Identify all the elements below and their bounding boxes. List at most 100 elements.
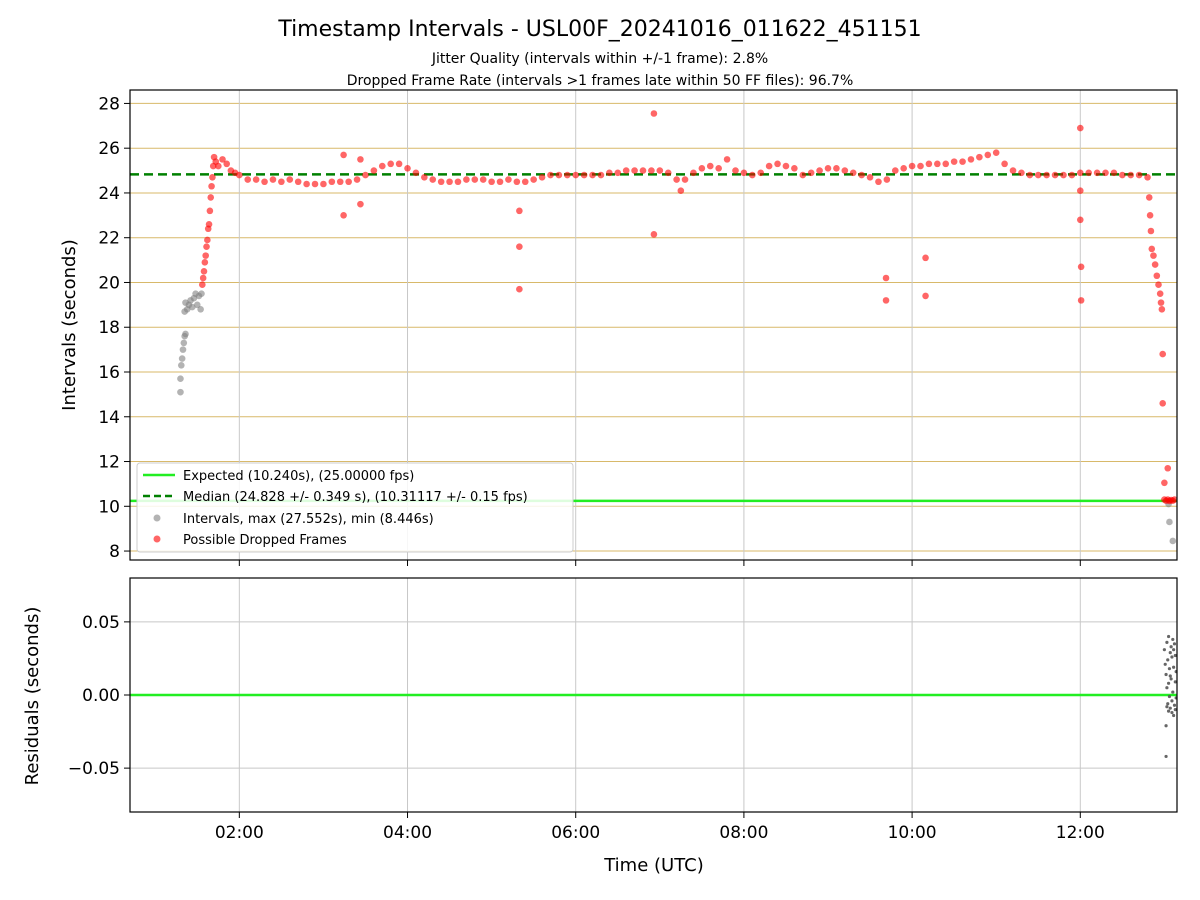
dropped-frame-point xyxy=(706,162,714,170)
dropped-frame-point xyxy=(294,178,302,186)
dropped-frame-point xyxy=(650,231,658,238)
dropped-frame-point xyxy=(580,171,588,179)
legend-dropped-swatch xyxy=(153,535,161,543)
dropped-frame-point xyxy=(1155,281,1162,289)
dropped-frame-point xyxy=(1068,171,1076,179)
dropped-frame-point xyxy=(516,285,523,293)
dropped-frame-point xyxy=(1147,227,1155,235)
dropped-frame-point xyxy=(774,160,781,168)
dropped-frame-point xyxy=(208,182,215,190)
plot-area xyxy=(130,110,1177,545)
residual-point xyxy=(1163,662,1167,666)
dropped-frame-point xyxy=(572,171,580,179)
plot-area xyxy=(130,634,1177,759)
y-tick-label: 8 xyxy=(109,542,120,562)
interval-point xyxy=(177,388,184,396)
dropped-frame-point xyxy=(201,259,209,266)
interval-point xyxy=(193,301,201,309)
residual-point xyxy=(1174,670,1177,674)
bottom-y-axis-label: Residuals (seconds) xyxy=(22,607,43,786)
dropped-frame-point xyxy=(589,171,596,179)
dropped-frame-point xyxy=(387,160,394,168)
dropped-frame-point xyxy=(631,167,638,174)
legend-box xyxy=(136,462,574,553)
residual-point xyxy=(1170,710,1174,715)
y-tick-label: 18 xyxy=(98,318,120,338)
residual-point xyxy=(1166,634,1171,639)
interval-point xyxy=(177,375,184,383)
dropped-frame-point xyxy=(922,254,929,262)
dropped-frame-point xyxy=(866,173,874,181)
dropped-frame-point xyxy=(353,176,361,183)
dropped-frame-point xyxy=(1156,290,1164,297)
dropped-frame-point xyxy=(362,171,369,179)
dropped-frame-point xyxy=(1153,272,1161,280)
x-tick-label: 12:00 xyxy=(1056,823,1105,843)
dropped-frame-point xyxy=(530,176,537,183)
dropped-frame-point xyxy=(967,156,975,163)
residual-point xyxy=(1172,703,1177,707)
plot-frame xyxy=(129,89,1178,561)
dropped-frame-point xyxy=(336,178,344,186)
legend-median-label: Median (24.828 +/- 0.349 s), (10.31117 +… xyxy=(183,490,528,505)
dropped-frame-point xyxy=(858,171,865,179)
dropped-frame-point xyxy=(1076,124,1084,132)
dropped-frame-point xyxy=(1051,171,1059,179)
y-tick-label: 28 xyxy=(98,94,120,114)
dropped-frame-point xyxy=(917,162,924,170)
dropped-frame-point xyxy=(765,162,773,170)
dropped-frame-point xyxy=(370,167,378,174)
dropped-frame-point xyxy=(303,180,310,188)
dropped-frame-point xyxy=(698,165,706,172)
x-tick-label: 04:00 xyxy=(383,823,432,843)
dropped-frame-point xyxy=(950,158,958,165)
dropped-frame-point xyxy=(1085,169,1092,177)
residual-point xyxy=(1165,686,1169,690)
dropped-frame-point xyxy=(1151,261,1159,268)
dropped-frame-point xyxy=(1158,306,1166,313)
dropped-frame-point xyxy=(882,274,890,282)
x-axis-label: Time (UTC) xyxy=(603,855,704,876)
dropped-frame-point xyxy=(446,178,453,186)
dropped-frame-point xyxy=(207,194,215,201)
dropped-frame-point xyxy=(328,178,336,186)
residual-point xyxy=(1168,674,1172,678)
residual-point xyxy=(1166,702,1170,706)
dropped-frame-point xyxy=(934,160,941,168)
residual-point xyxy=(1172,713,1176,718)
dropped-frame-point xyxy=(664,169,672,177)
residual-point xyxy=(1169,677,1173,681)
dropped-frame-point xyxy=(564,171,571,179)
dropped-frame-point xyxy=(799,171,807,179)
dropped-frame-point xyxy=(1043,171,1050,179)
dropped-frame-point xyxy=(223,160,231,168)
interval-point xyxy=(179,346,187,353)
dropped-frame-point xyxy=(516,243,523,250)
dropped-frame-point xyxy=(378,162,386,170)
dropped-frame-point xyxy=(1164,464,1172,472)
dropped-frame-point xyxy=(479,176,487,183)
dropped-frame-point xyxy=(749,171,756,179)
dropped-frame-point xyxy=(849,169,857,177)
interval-point xyxy=(182,330,189,338)
x-tick-label: 10:00 xyxy=(888,823,937,843)
y-tick-label: 24 xyxy=(98,184,120,204)
residual-point xyxy=(1165,640,1169,644)
dropped-frame-point xyxy=(1093,169,1101,177)
dropped-frame-point xyxy=(200,267,208,275)
residual-point xyxy=(1168,706,1172,710)
dropped-frame-point xyxy=(555,171,563,179)
dropped-frame-point xyxy=(606,169,613,177)
dropped-frame-point xyxy=(1144,173,1151,181)
dropped-frame-point xyxy=(286,176,294,183)
dropped-frame-point xyxy=(1077,297,1085,304)
y-tick-label: 10 xyxy=(98,497,120,517)
dropped-frame-point xyxy=(471,176,479,183)
dropped-frame-point xyxy=(1060,171,1067,179)
dropped-frame-point xyxy=(488,178,495,186)
residual-point xyxy=(1174,696,1177,700)
dropped-frame-point xyxy=(421,173,428,181)
dropped-frame-point xyxy=(412,169,420,177)
dropped-frame-point xyxy=(252,176,260,183)
interval-point xyxy=(178,355,186,362)
